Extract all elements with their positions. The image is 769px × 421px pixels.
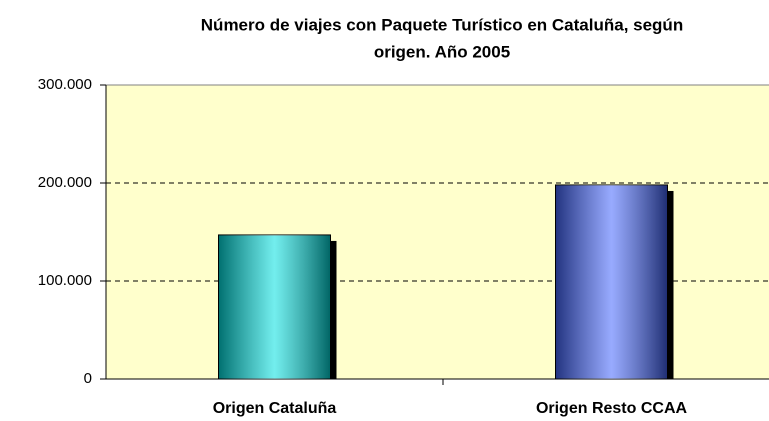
y-tick-label: 100.000 — [38, 272, 92, 289]
chart-title: origen. Año 2005 — [374, 42, 510, 61]
y-tick-label: 200.000 — [38, 174, 92, 191]
bar — [218, 234, 331, 380]
x-tick-label: Origen Resto CCAA — [536, 400, 688, 417]
x-tick-label: Origen Cataluña — [213, 400, 337, 417]
chart-title: Número de viajes con Paquete Turístico e… — [201, 15, 683, 34]
y-tick-label: 300.000 — [38, 76, 92, 93]
bar — [555, 184, 668, 380]
y-tick-label: 0 — [84, 370, 92, 387]
